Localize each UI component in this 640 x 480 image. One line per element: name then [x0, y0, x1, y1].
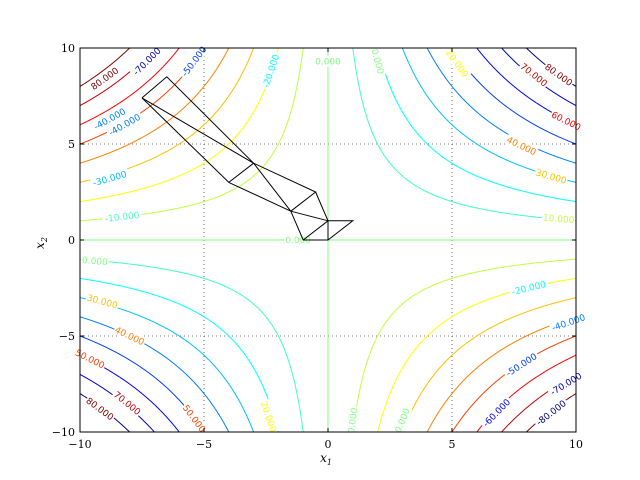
contour-line [426, 48, 576, 164]
contour-line [451, 48, 576, 145]
contour-label-bg [84, 291, 120, 311]
contour-label: -10.000 [104, 211, 140, 225]
contour-label-bg [548, 108, 584, 133]
contour-label-bg [517, 59, 551, 90]
y-tick-label: −10 [52, 426, 75, 439]
contour-label-bg [443, 46, 472, 80]
contour-line [80, 48, 279, 203]
contour-label-bg [344, 405, 360, 436]
contour-label-bg [533, 166, 569, 186]
x-tick-label: −5 [196, 438, 212, 451]
contour-line [401, 297, 576, 432]
contour-label-bg [104, 110, 144, 139]
contour-line [80, 48, 130, 87]
contour-label-bg [259, 50, 282, 91]
simplex-path [141, 76, 355, 241]
contour-label-bg [391, 405, 413, 436]
contour-line [80, 277, 279, 432]
contour-line [80, 258, 304, 432]
contour-label: 0.000 [347, 407, 360, 434]
contour-label: 0.000 [285, 236, 311, 246]
contour-label-bg [541, 211, 576, 226]
contour-label-bg [180, 401, 209, 435]
x-tick-label: 5 [449, 438, 456, 451]
x-tick-label: 10 [569, 438, 583, 451]
contour-line [80, 48, 180, 126]
x-axis-label: x1 [320, 451, 332, 467]
contour-line [377, 48, 576, 203]
contour-label-bg [72, 346, 108, 371]
contour-line [80, 335, 205, 432]
contour-label-bg [111, 388, 144, 418]
contour-label-bg [284, 234, 313, 245]
x-tick-label: −10 [68, 438, 91, 451]
contour-label-bg [369, 46, 388, 77]
contour-label-bg [90, 104, 129, 133]
contour-label-bg [177, 42, 210, 80]
contour-label-bg [546, 368, 586, 399]
contour-label: 10.000 [542, 213, 575, 226]
contour-label-bg [502, 349, 541, 380]
contour-label-bg [83, 394, 117, 423]
x-tick-label: 0 [325, 438, 332, 451]
contour-label-bg [542, 60, 576, 89]
contour-label-bg [504, 133, 539, 158]
contour-label-bg [89, 167, 130, 189]
contour-label-bg [87, 64, 122, 93]
contour-label-bg [532, 396, 570, 429]
y-tick-label: −5 [59, 330, 75, 343]
contour-label: 0.000 [82, 256, 109, 268]
contour-label-bg [314, 55, 342, 67]
contour-line [352, 48, 576, 222]
contour-label-bg [478, 394, 514, 431]
contour-line [352, 258, 576, 432]
contour-line [80, 316, 230, 432]
y-tick-label: 0 [68, 234, 75, 247]
contour-label-bg [258, 398, 280, 434]
simplex-segment [141, 76, 254, 164]
contour-label-bg [102, 208, 142, 225]
contour-label: 0.000 [315, 57, 341, 67]
contour-label-bg [508, 277, 549, 298]
axis-ticks: −10 −5 0 5 10 −10 −5 0 5 10 [52, 42, 583, 451]
y-axis-label: x2 [33, 237, 49, 249]
y-tick-label: 10 [61, 42, 75, 55]
contour-line [80, 48, 230, 164]
contour-label-bg [548, 310, 589, 334]
contour-label-bg [129, 43, 165, 79]
contour-label-bg [112, 323, 148, 348]
simplex-segment [327, 220, 355, 241]
y-tick-label: 5 [68, 138, 75, 151]
contour-label-bg [80, 253, 110, 268]
